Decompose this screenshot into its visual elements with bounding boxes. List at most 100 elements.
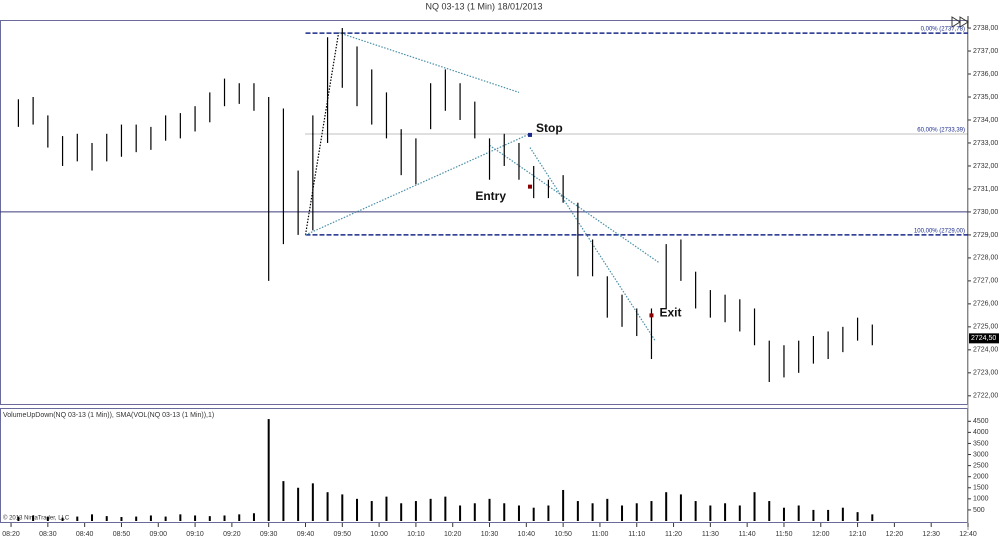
y-tick-label: 2500: [973, 462, 989, 469]
x-tick-label: 08:20: [2, 531, 20, 538]
volume-bar: [179, 514, 182, 521]
volume-bar: [827, 509, 830, 521]
fib-label: 0,00% (2737,78): [921, 27, 965, 33]
trendline: [304, 32, 340, 236]
x-tick-label: 08:30: [39, 531, 57, 538]
y-tick-label: 2738,00: [973, 25, 998, 32]
x-tick-label: 10:20: [444, 531, 462, 538]
marker-label: Stop: [536, 121, 563, 135]
volume-bar: [738, 505, 741, 521]
x-tick-label: 11:30: [702, 531, 719, 538]
y-tick-label: 2735,00: [973, 94, 998, 101]
last-price-label: 2724,50: [971, 335, 996, 342]
volume-bar: [532, 507, 535, 521]
x-tick-label: 10:10: [407, 531, 425, 538]
x-tick-label: 11:10: [628, 531, 645, 538]
y-tick-label: 2725,00: [973, 324, 998, 331]
marker-label: Exit: [659, 306, 681, 320]
volume-bar: [414, 501, 417, 521]
volume-bar: [768, 501, 771, 521]
x-tick-label: 09:30: [260, 531, 278, 538]
y-tick-label: 1000: [973, 496, 989, 503]
volume-bar: [650, 501, 653, 521]
volume-bar: [46, 517, 49, 521]
replay-icon[interactable]: [951, 16, 969, 28]
trade-marker: [528, 132, 533, 137]
volume-bar: [32, 515, 35, 521]
y-tick-label: 2733,00: [973, 140, 998, 147]
y-tick-label: 3500: [973, 440, 989, 447]
volume-bar: [370, 501, 373, 521]
volume-bar: [753, 492, 756, 521]
trendline: [489, 144, 660, 263]
x-tick-label: 10:30: [481, 531, 499, 538]
y-tick-label: 2736,00: [973, 71, 998, 78]
volume-bar: [679, 494, 682, 521]
volume-bar: [91, 514, 94, 521]
volume-bar: [459, 505, 462, 521]
y-tick-label: 2724,00: [973, 347, 998, 354]
y-tick-label: 4500: [973, 418, 989, 425]
y-tick-label: 2731,00: [973, 186, 998, 193]
trade-marker: [649, 313, 654, 318]
volume-bar: [356, 498, 359, 521]
y-tick-label: 1500: [973, 485, 989, 492]
volume-bar: [282, 481, 285, 521]
volume-bar: [591, 503, 594, 521]
x-tick-label: 11:50: [775, 531, 792, 538]
volume-bar: [517, 505, 520, 521]
x-tick-label: 09:40: [297, 531, 315, 538]
x-tick-label: 10:50: [554, 531, 572, 538]
volume-bar: [547, 505, 550, 521]
volume-bar: [164, 516, 167, 521]
volume-bar: [252, 513, 255, 521]
x-tick-label: 09:20: [223, 531, 241, 538]
x-tick-label: 09:00: [150, 531, 168, 538]
x-tick-label: 11:00: [591, 531, 608, 538]
volume-bar: [238, 514, 241, 521]
x-tick-label: 09:50: [334, 531, 352, 538]
volume-bar: [871, 514, 874, 521]
volume-bar: [194, 515, 197, 521]
y-tick-label: 2722,00: [973, 393, 998, 400]
volume-bar: [709, 505, 712, 521]
x-tick-label: 11:20: [665, 531, 682, 538]
volume-bar: [297, 487, 300, 521]
y-tick-label: 2729,00: [973, 232, 998, 239]
chart-title: NQ 03-13 (1 Min) 18/01/2013: [425, 1, 542, 11]
fib-label: 60,00% (2733,39): [917, 128, 965, 134]
x-tick-label: 12:40: [959, 531, 977, 538]
y-tick-label: 4000: [973, 429, 989, 436]
volume-bar: [311, 483, 314, 521]
x-tick-label: 08:50: [113, 531, 131, 538]
volume-bar: [76, 516, 79, 521]
volume-bar: [856, 512, 859, 521]
x-tick-label: 11:40: [739, 531, 756, 538]
volume-bar: [429, 498, 432, 521]
trendline: [338, 32, 520, 93]
last-price-box: [969, 333, 999, 344]
volume-bar: [326, 492, 329, 521]
volume-bar: [606, 498, 609, 521]
credit: © 2013 NinjaTrader, LLC: [3, 515, 70, 522]
x-tick-label: 10:00: [370, 531, 388, 538]
trendline: [305, 133, 531, 236]
marker-label: Entry: [475, 189, 506, 203]
y-tick-label: 2723,00: [973, 370, 998, 377]
x-tick-label: 10:40: [518, 531, 536, 538]
volume-bar: [400, 503, 403, 521]
x-tick-label: 08:40: [76, 531, 94, 538]
volume-bar: [665, 492, 668, 521]
volume-bar: [135, 516, 138, 521]
y-tick-label: 3000: [973, 451, 989, 458]
y-tick-label: 500: [973, 507, 985, 514]
volume-bar: [17, 516, 20, 521]
volume-bar: [576, 501, 579, 521]
volume-bar: [61, 517, 64, 521]
volume-bar: [812, 509, 815, 521]
fib-label: 100,00% (2729,00): [914, 228, 965, 234]
volume-bar: [444, 496, 447, 521]
y-tick-label: 2728,00: [973, 255, 998, 262]
y-tick-label: 2727,00: [973, 278, 998, 285]
